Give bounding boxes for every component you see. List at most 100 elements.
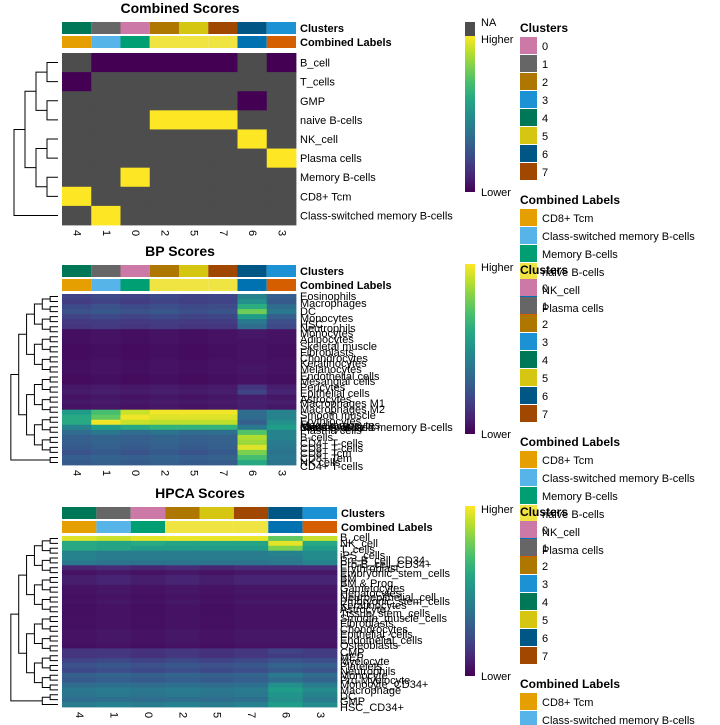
heatmap-cell <box>266 359 297 365</box>
heatmap-cell <box>266 454 297 461</box>
heatmap-cell <box>130 658 166 664</box>
side-legend-label: Class-switched memory B-cells <box>542 473 695 485</box>
column-label: 3 <box>275 470 287 476</box>
dendrogram-branch <box>41 439 51 451</box>
row-label: HSC <box>300 319 323 331</box>
heatmap-cell <box>208 349 238 355</box>
row-label: Neutrophils <box>340 666 396 678</box>
cluster-annotation-cell <box>62 265 92 277</box>
heatmap-cell <box>268 545 304 552</box>
heatmap-cell <box>149 404 180 411</box>
heatmap-cell <box>165 697 200 703</box>
heatmap-cell <box>266 399 297 406</box>
heatmap-cell <box>120 339 151 345</box>
side-legend-swatch <box>520 469 537 486</box>
dendrogram-branch <box>49 426 58 433</box>
heatmap-cell <box>91 304 121 310</box>
heatmap-cell <box>96 560 132 566</box>
heatmap-cell <box>179 324 209 330</box>
side-legend-label: 6 <box>542 391 548 403</box>
dendrogram-branch <box>13 128 58 216</box>
heatmap-cell <box>91 354 121 360</box>
heatmap-cell <box>179 309 209 315</box>
heatmap-cell <box>199 609 235 615</box>
side-legend-swatch <box>520 55 537 72</box>
heatmap-cell <box>237 434 268 441</box>
heatmap-cell <box>149 434 180 441</box>
heatmap-cell <box>96 677 132 683</box>
heatmap-cell <box>208 148 238 169</box>
heatmap-cell <box>149 129 180 149</box>
side-legend-clusters: Clusters 0 1 2 3 4 5 6 7 <box>520 21 568 180</box>
heatmap-cell <box>199 575 235 581</box>
heatmap-cell <box>62 364 92 370</box>
heatmap-cell <box>302 536 338 542</box>
heatmap-cell <box>199 565 235 571</box>
heatmap-cell <box>208 324 238 330</box>
column-label: 5 <box>188 230 200 236</box>
heatmap-cell <box>233 667 269 674</box>
heatmap-cell <box>208 424 238 431</box>
heatmap-cell <box>62 638 97 644</box>
heatmap-cell <box>120 319 151 325</box>
column-label: 6 <box>246 470 258 476</box>
cluster-annotation-cell <box>233 507 269 519</box>
row-label: Smooth_muscle_cells <box>340 613 447 625</box>
heatmap-cell <box>165 619 200 625</box>
heatmap-cell <box>120 148 151 169</box>
heatmap-cell <box>120 374 151 380</box>
heatmap-cell <box>96 589 132 596</box>
heatmap-cell <box>237 389 268 395</box>
row-label: Astrocyte <box>340 604 386 616</box>
heatmap-cell <box>268 565 304 571</box>
heatmap-cell <box>302 633 338 639</box>
heatmap-cell <box>96 575 132 581</box>
side-legend-title: Combined Labels <box>520 435 620 449</box>
heatmap-cell <box>237 205 268 226</box>
label-annotation-cell <box>268 521 303 533</box>
dendrogram-branch <box>41 379 51 391</box>
heatmap-cell <box>268 623 304 630</box>
dendrogram-branch <box>49 586 58 593</box>
heatmap-cell <box>268 584 304 591</box>
heatmap-cell <box>149 205 180 226</box>
dendrogram-branch <box>49 336 58 343</box>
heatmap-cell <box>149 424 180 431</box>
side-legend-label: 4 <box>542 113 548 125</box>
heatmap-cell <box>199 672 235 679</box>
heatmap-cell <box>120 334 151 340</box>
heatmap-cell <box>266 384 297 390</box>
heatmap-cell <box>149 409 180 416</box>
heatmap-cell <box>120 324 151 330</box>
dendrogram-branch <box>41 638 51 649</box>
heatmap-cell <box>96 599 132 605</box>
heatmap-cell <box>165 643 200 649</box>
heatmap-cell <box>149 91 180 111</box>
side-legend-swatch <box>520 209 537 226</box>
heatmap-cell <box>268 594 304 600</box>
side-legend-swatch <box>520 263 537 280</box>
combined-labels-annotation-name: Combined Labels <box>300 37 392 49</box>
row-label: Monocyte_CD34+ <box>340 679 428 691</box>
heatmap-cell <box>208 434 238 441</box>
side-legend-title: Clusters <box>520 21 568 35</box>
heatmap-cell <box>266 186 297 207</box>
heatmap-cell <box>62 643 97 649</box>
dendrogram-branch <box>49 416 58 423</box>
heatmap-cell <box>233 677 269 683</box>
heatmap-cell <box>233 682 269 688</box>
heatmap-cell <box>96 687 132 693</box>
dendrogram-branch <box>18 574 27 654</box>
heatmap-cell <box>266 449 297 456</box>
heatmap-cell <box>266 53 297 73</box>
heatmap-cell <box>149 167 180 188</box>
heatmap-cell <box>62 319 92 325</box>
row-label: CD8+ Tcm <box>300 191 351 203</box>
heatmap-cell <box>237 53 268 73</box>
dendrogram-branch <box>10 613 43 702</box>
heatmap-cell <box>62 394 92 401</box>
heatmap-cell <box>237 364 268 370</box>
heatmap-cell <box>120 354 151 360</box>
